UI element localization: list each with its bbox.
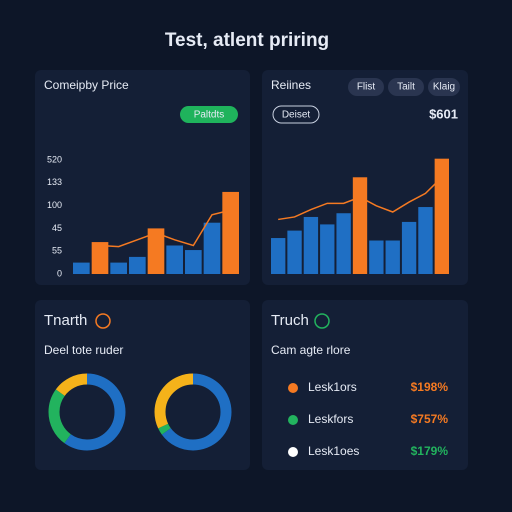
bar bbox=[369, 240, 384, 274]
bar bbox=[320, 224, 335, 274]
donut-segment bbox=[48, 373, 126, 451]
tab[interactable] bbox=[388, 78, 424, 96]
legend-dot bbox=[288, 383, 298, 393]
bar bbox=[401, 221, 417, 274]
bar bbox=[352, 177, 368, 274]
amount: $601 bbox=[429, 106, 458, 121]
row-value: $757% bbox=[411, 412, 449, 426]
donut-segment bbox=[154, 373, 232, 451]
button[interactable] bbox=[180, 106, 238, 123]
panel bbox=[262, 300, 468, 470]
y-tick-label: 55 bbox=[52, 246, 62, 256]
panel-title: Tnarth bbox=[44, 312, 87, 329]
bar bbox=[434, 158, 449, 274]
button[interactable] bbox=[272, 105, 320, 124]
bar bbox=[336, 213, 351, 274]
tab[interactable] bbox=[348, 78, 384, 96]
bar bbox=[287, 230, 302, 274]
page-title: Test, atlent priring bbox=[165, 30, 329, 51]
panel bbox=[35, 300, 250, 470]
bar bbox=[166, 245, 183, 274]
button-label[interactable]: Deiset bbox=[282, 110, 311, 121]
panel-subtitle: Deel tote ruder bbox=[44, 343, 123, 357]
y-tick-label: 100 bbox=[47, 200, 62, 210]
panel-title: Truch bbox=[271, 312, 309, 329]
icon bbox=[314, 313, 330, 329]
panel bbox=[35, 70, 250, 285]
y-tick-label: 133 bbox=[47, 177, 62, 187]
icon bbox=[95, 313, 111, 329]
tab-label[interactable]: Tailt bbox=[397, 82, 415, 93]
bar bbox=[147, 228, 165, 274]
panel-title: Comeipby Price bbox=[44, 78, 129, 92]
bar bbox=[271, 238, 286, 274]
tab-label[interactable]: Flist bbox=[357, 82, 376, 93]
bar bbox=[418, 207, 433, 274]
legend-dot bbox=[288, 447, 298, 457]
donut-segment bbox=[48, 373, 126, 451]
row-label: Lesk1ors bbox=[308, 380, 357, 394]
panel-subtitle: Cam agte rlore bbox=[271, 343, 351, 357]
legend-dot bbox=[288, 415, 298, 425]
line bbox=[99, 209, 231, 248]
bar bbox=[110, 262, 127, 274]
panel-title: Reiines bbox=[271, 78, 311, 92]
bar bbox=[385, 240, 400, 274]
y-tick-label: 45 bbox=[52, 223, 62, 233]
tab[interactable] bbox=[428, 78, 460, 96]
row-value: $198% bbox=[411, 380, 449, 394]
row-label: Lesk1oes bbox=[308, 444, 359, 458]
tab-label[interactable]: Klaig bbox=[433, 82, 455, 93]
y-tick-label: 520 bbox=[47, 154, 62, 164]
row-value: $179% bbox=[411, 444, 449, 458]
bar bbox=[303, 216, 319, 274]
button-label[interactable]: Paltdts bbox=[194, 110, 225, 121]
line bbox=[278, 176, 443, 221]
bar bbox=[91, 242, 109, 274]
bar bbox=[203, 222, 221, 274]
row-label: Leskfors bbox=[308, 412, 353, 426]
bar bbox=[222, 191, 239, 274]
bar bbox=[129, 256, 146, 274]
bar bbox=[73, 262, 90, 274]
y-tick-label: 0 bbox=[57, 268, 62, 278]
bar bbox=[185, 250, 202, 274]
